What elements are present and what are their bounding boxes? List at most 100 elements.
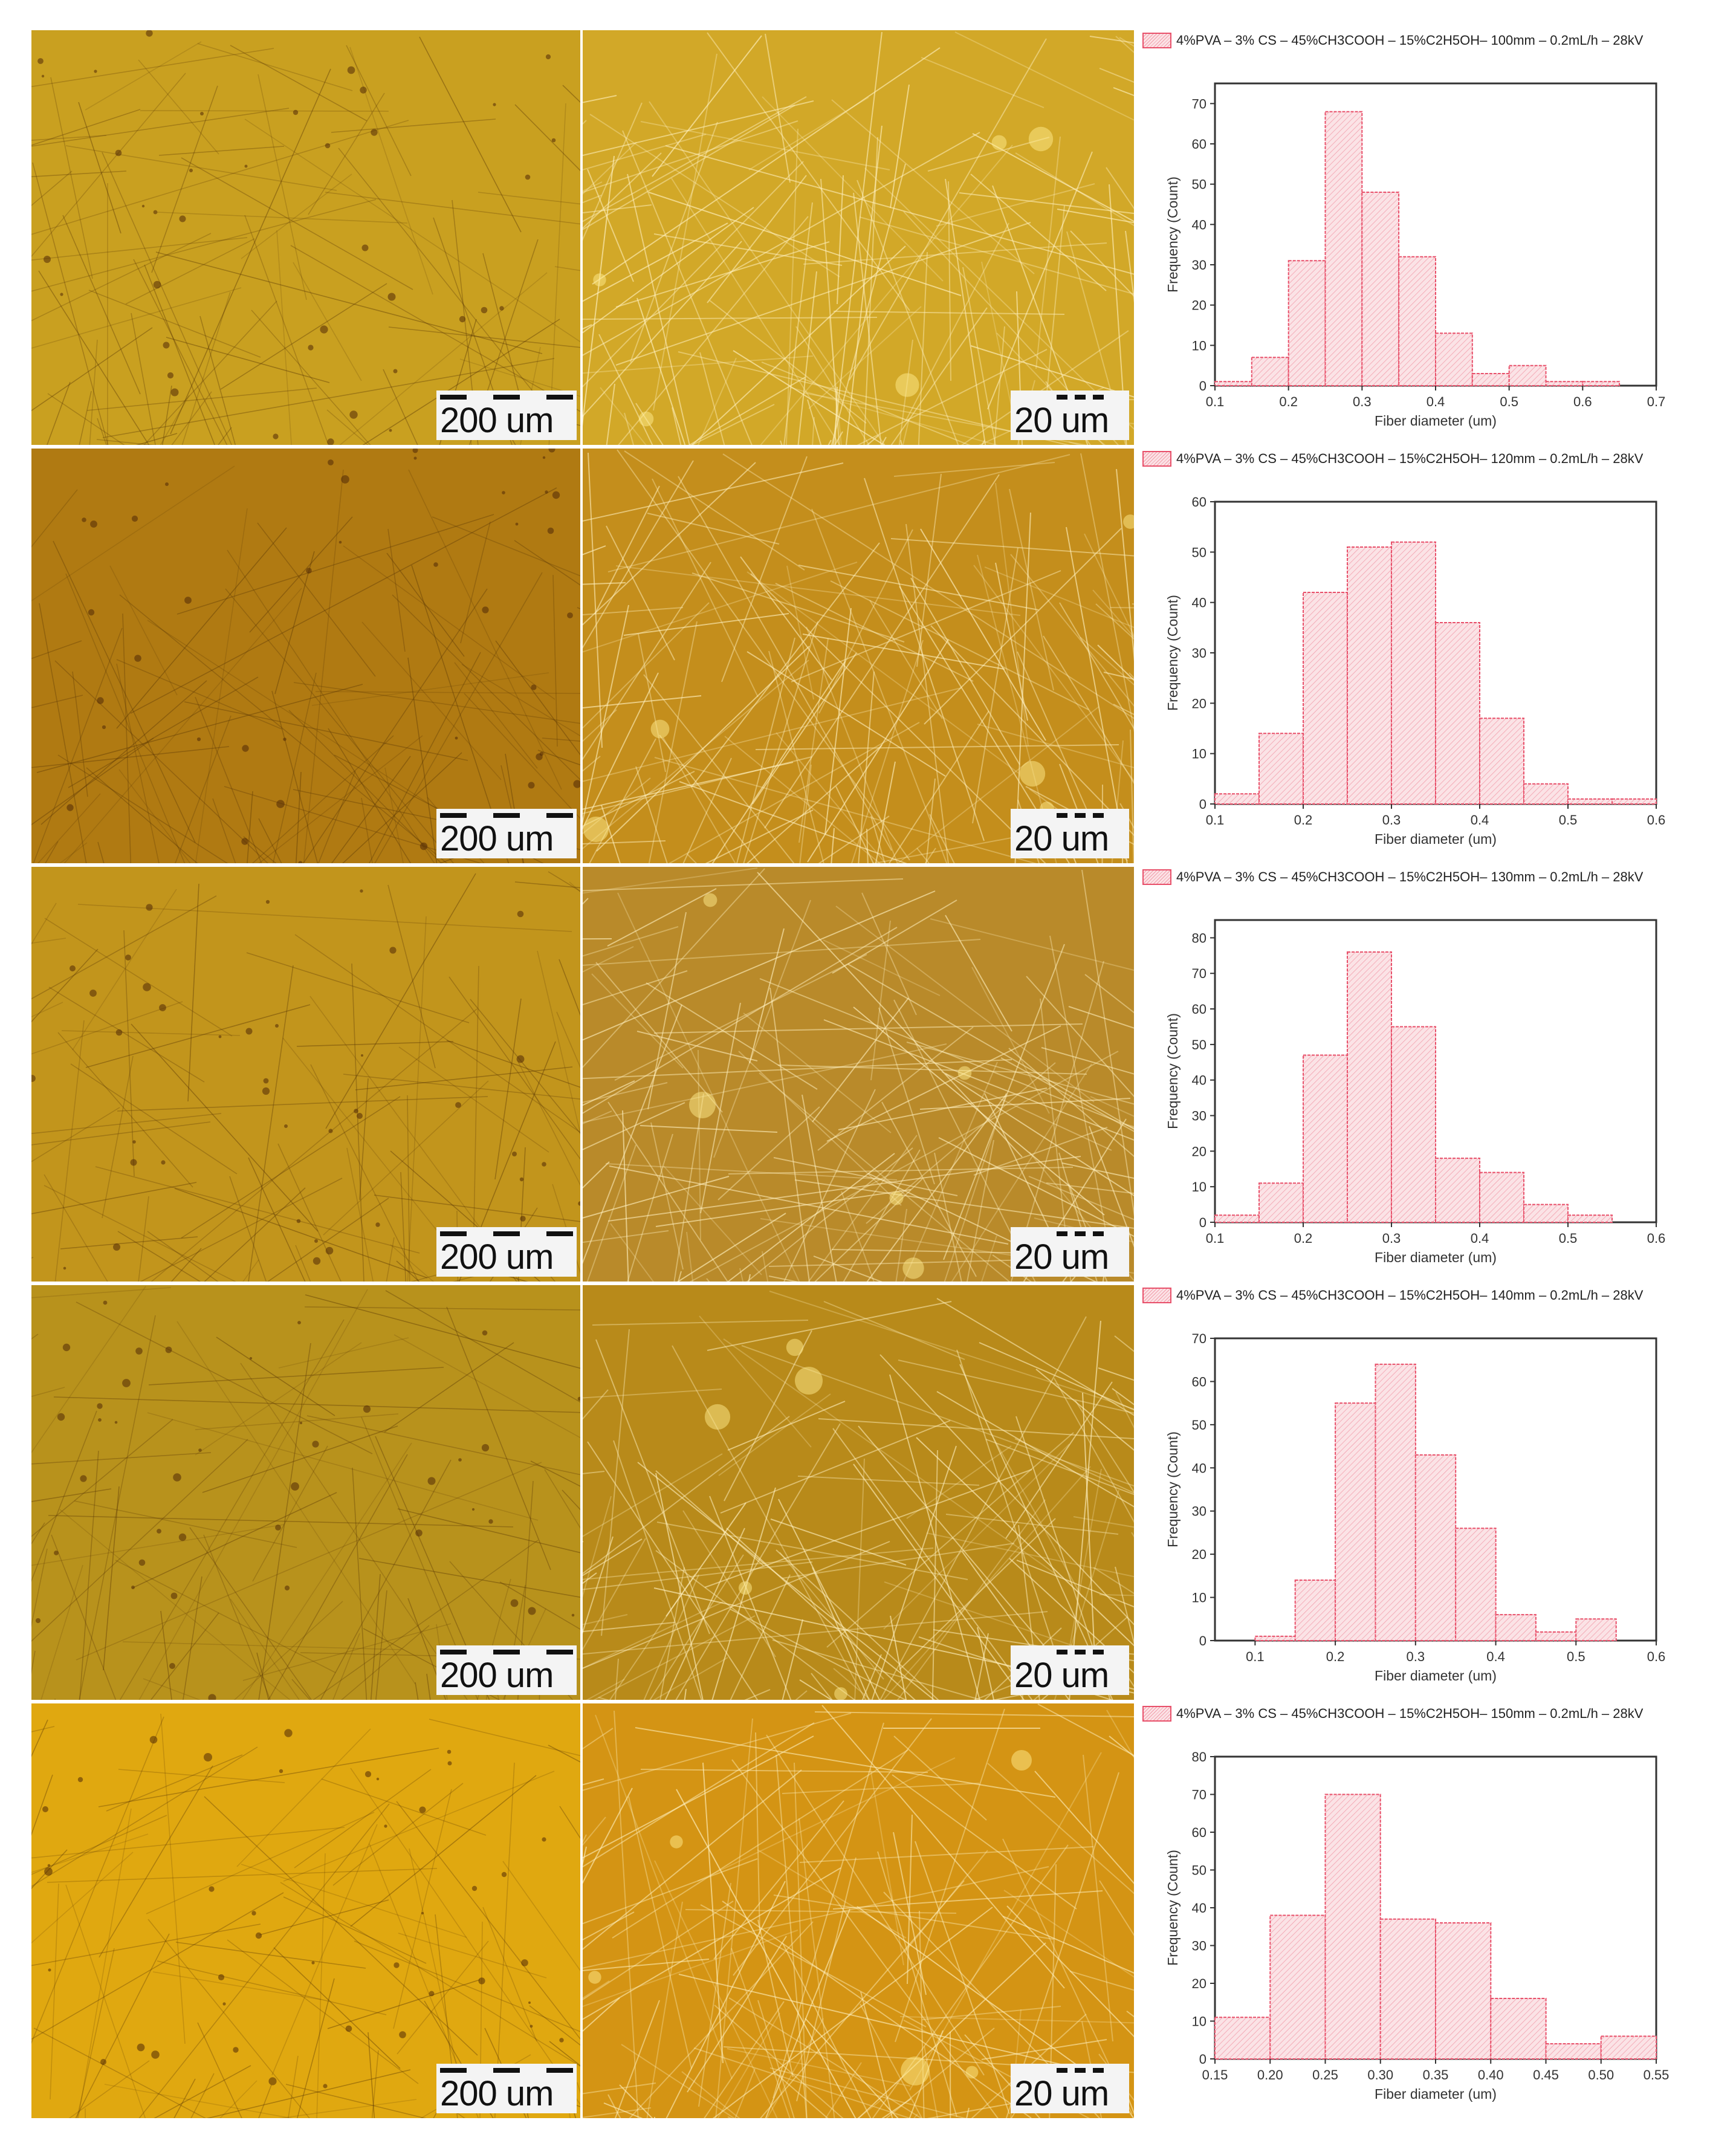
micrograph-row-130mm: 200 um 20 um [31,867,1134,1283]
micrograph-low-mag: 200 um [31,867,580,1282]
histogram-bar [1251,357,1289,386]
histogram-bar [1214,793,1260,805]
scale-bar-20um: 20 um [1011,1645,1129,1695]
scale-bar-label: 20 um [1014,401,1109,440]
histogram-bar [1435,1922,1492,2059]
chart-legend: 4%PVA – 3% CS – 45%CH3COOH – 15%C2H5OH– … [1142,1288,1643,1303]
x-axis-label: Fiber diameter (um) [1375,831,1497,847]
histogram-bar [1391,541,1436,805]
svg-text:0.1: 0.1 [1206,1231,1225,1246]
histogram-bar [1435,332,1473,386]
svg-text:0: 0 [1199,797,1206,812]
svg-text:0.3: 0.3 [1407,1649,1425,1664]
legend-label: 4%PVA – 3% CS – 45%CH3COOH – 15%C2H5OH– … [1176,1288,1644,1303]
scale-bar-200um: 200 um [436,1227,577,1277]
svg-text:50: 50 [1192,177,1206,192]
y-axis-label: Frequency (Count) [1165,1431,1181,1547]
histogram-bar [1347,546,1392,805]
histogram-bar [1567,798,1613,805]
histogram-bar [1479,718,1524,805]
micrograph-low-mag: 200 um [31,1703,580,2118]
svg-text:0: 0 [1199,378,1206,394]
histogram-bar [1567,1214,1613,1223]
svg-text:0.5: 0.5 [1500,394,1518,409]
scale-bar-ticks [1014,1648,1125,1656]
svg-text:0.50: 0.50 [1588,2067,1614,2082]
histogram-150mm: 4%PVA – 3% CS – 45%CH3COOH – 15%C2H5OH– … [1136,1702,1717,2119]
micrograph-row-150mm: 200 um 20 um [31,1703,1134,2119]
histogram-bar [1324,111,1363,386]
svg-text:0.4: 0.4 [1486,1649,1505,1664]
svg-text:0.4: 0.4 [1471,812,1489,828]
svg-text:20: 20 [1192,1976,1206,1991]
scale-bar-ticks [440,1230,573,1238]
svg-text:30: 30 [1192,1109,1206,1124]
histogram-bar [1258,1182,1304,1223]
micrograph-row-120mm: 200 um 20 um [31,449,1134,864]
micrograph-high-mag: 20 um [583,867,1134,1282]
histogram-bar [1523,783,1569,805]
histogram-bar [1254,1635,1296,1642]
y-axis-label: Frequency (Count) [1165,595,1181,711]
scale-bar-20um: 20 um [1011,2064,1129,2113]
svg-text:70: 70 [1192,1787,1206,1803]
micrograph-high-mag: 20 um [583,30,1134,445]
histogram-bar [1414,1454,1457,1641]
scale-bar-20um: 20 um [1011,809,1129,858]
svg-text:20: 20 [1192,696,1206,711]
svg-text:0.7: 0.7 [1647,394,1666,409]
svg-text:0.6: 0.6 [1647,1649,1666,1664]
svg-text:80: 80 [1192,930,1206,945]
micrograph-high-mag: 20 um [583,449,1134,863]
svg-text:0.15: 0.15 [1202,2067,1228,2082]
histogram-bar [1495,1614,1537,1641]
scale-bar-200um: 200 um [436,2064,577,2113]
scale-bar-ticks [1014,811,1125,820]
svg-text:70: 70 [1192,966,1206,981]
svg-text:0: 0 [1199,1215,1206,1230]
x-axis-label: Fiber diameter (um) [1375,2086,1497,2102]
svg-text:60: 60 [1192,137,1206,152]
svg-text:10: 10 [1192,1590,1206,1606]
scale-bar-label: 200 um [440,1656,554,1695]
histogram-bar [1523,1204,1569,1223]
histogram-bar [1391,1026,1436,1223]
svg-text:60: 60 [1192,1002,1206,1017]
svg-text:40: 40 [1192,217,1206,232]
svg-text:30: 30 [1192,1939,1206,1954]
y-axis-label: Frequency (Count) [1165,1013,1181,1129]
histogram-bar [1303,1054,1348,1223]
svg-text:80: 80 [1192,1749,1206,1765]
x-axis-label: Fiber diameter (um) [1375,413,1497,429]
histogram-bar [1545,381,1584,386]
histogram-bar [1575,1618,1617,1641]
micrograph-row-100mm: 200 um 20 um [31,30,1134,446]
scale-bar-20um: 20 um [1011,1227,1129,1277]
histogram-bar [1611,798,1657,805]
scale-bar-label: 200 um [440,2074,554,2113]
svg-text:0.1: 0.1 [1206,394,1225,409]
scale-bar-label: 20 um [1014,2074,1109,2113]
svg-text:40: 40 [1192,1460,1206,1476]
svg-text:10: 10 [1192,1179,1206,1194]
scale-bar-ticks [1014,393,1125,401]
svg-text:0.1: 0.1 [1206,812,1225,828]
svg-text:0.5: 0.5 [1559,1231,1578,1246]
svg-text:40: 40 [1192,1073,1206,1088]
micrograph-grid: 200 um 20 um 200 um 20 um 200 um 20 um 200 um 2… [31,30,1134,2122]
micrograph-high-mag: 20 um [583,1285,1134,1700]
svg-text:0.6: 0.6 [1647,1231,1666,1246]
scale-bar-ticks [440,811,573,820]
histogram-bar [1535,1631,1577,1642]
histogram-bar [1582,381,1621,386]
svg-text:60: 60 [1192,494,1206,510]
svg-text:50: 50 [1192,1418,1206,1433]
svg-text:40: 40 [1192,1901,1206,1916]
svg-text:0.2: 0.2 [1326,1649,1345,1664]
legend-label: 4%PVA – 3% CS – 45%CH3COOH – 15%C2H5OH– … [1176,451,1644,466]
scale-bar-ticks [1014,2066,1125,2075]
histogram-bar [1214,1214,1260,1223]
svg-text:0.55: 0.55 [1644,2067,1670,2082]
svg-text:10: 10 [1192,338,1206,353]
histogram-bar [1347,951,1392,1223]
